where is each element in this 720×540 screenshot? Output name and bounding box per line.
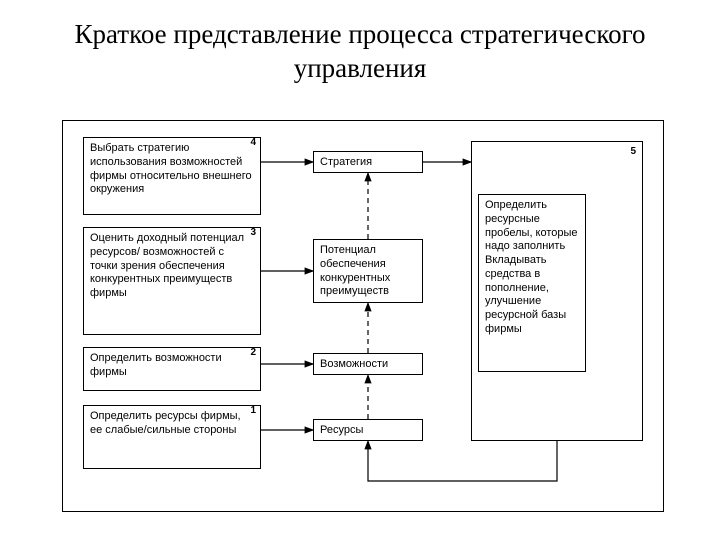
- node-b4-text: Выбрать стратегию использования возможно…: [90, 142, 252, 195]
- node-b1-number: 1: [250, 405, 256, 418]
- node-b3: Оценить доходный потенциал ресурсов/ воз…: [83, 227, 261, 335]
- node-b1-text: Определить ресурсы фирмы, ее слабые/силь…: [90, 410, 241, 436]
- node-b4-number: 4: [250, 137, 256, 150]
- node-resources: Ресурсы: [313, 419, 423, 441]
- node-b3-number: 3: [250, 227, 256, 240]
- node-capabilities: Возможности: [313, 353, 423, 375]
- node-potential: Потенциал обеспечения конкурентных преим…: [313, 239, 423, 303]
- node-b5: 5 Определить ресурсные пробелы, которые …: [471, 141, 643, 441]
- node-b2-text: Определить возможности фирмы: [90, 352, 222, 378]
- node-b4: Выбрать стратегию использования возможно…: [83, 137, 261, 215]
- node-strategy-text: Стратегия: [320, 156, 372, 168]
- node-b2: Определить возможности фирмы 2: [83, 347, 261, 391]
- flowchart-container: Выбрать стратегию использования возможно…: [62, 120, 664, 512]
- page-title: Краткое представление процесса стратегич…: [0, 0, 720, 96]
- node-resources-text: Ресурсы: [320, 424, 363, 436]
- node-potential-text: Потенциал обеспечения конкурентных преим…: [320, 244, 390, 297]
- node-b5-inner: Определить ресурсные пробелы, которые на…: [478, 194, 586, 372]
- node-b3-text: Оценить доходный потенциал ресурсов/ воз…: [90, 232, 244, 299]
- node-b1: Определить ресурсы фирмы, ее слабые/силь…: [83, 405, 261, 469]
- node-b5-text: Определить ресурсные пробелы, которые на…: [485, 199, 578, 335]
- node-strategy: Стратегия: [313, 151, 423, 173]
- node-b5-number: 5: [630, 146, 636, 159]
- node-capabilities-text: Возможности: [320, 358, 388, 370]
- node-b2-number: 2: [250, 347, 256, 360]
